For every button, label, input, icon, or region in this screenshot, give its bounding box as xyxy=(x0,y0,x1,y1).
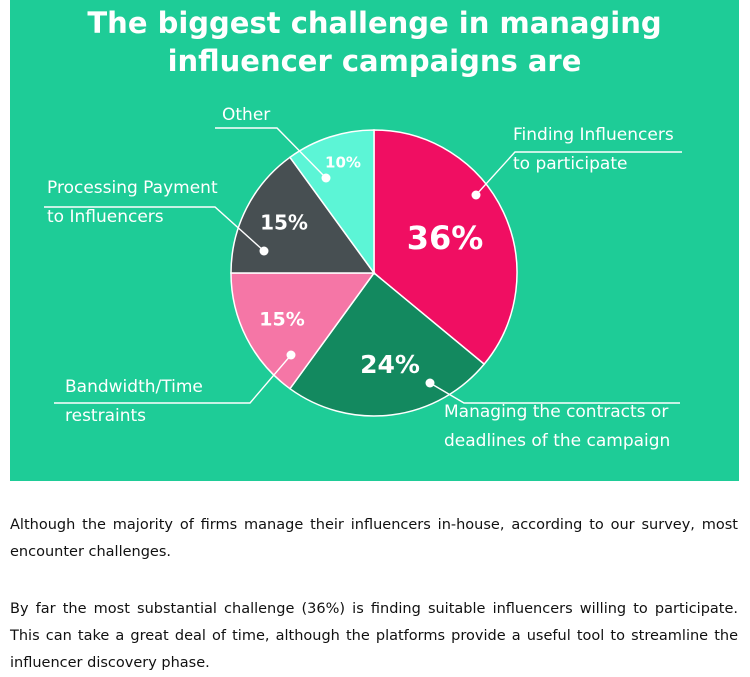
pie-category-label-3-line-0: Processing Payment xyxy=(47,178,218,198)
pie-leader-dot-1 xyxy=(425,378,435,388)
article-paragraph-2-text: By far the most substantial challenge (3… xyxy=(10,601,738,671)
pie-category-label-0: Finding Influencers to participate xyxy=(513,125,674,174)
pie-slice-2 xyxy=(230,272,376,390)
chart-title-line-2: influencer campaigns are xyxy=(167,44,582,78)
pie-chart: 36% Finding Influencers to participate 24% M… xyxy=(44,105,682,451)
article-paragraph-2: By far the most substantial challenge (3… xyxy=(10,596,738,677)
chart-title-line-1: The biggest challenge in managing xyxy=(87,6,662,40)
pie-category-label-3: Processing Payment to Influencers xyxy=(47,178,218,227)
pie-value-label-3: 15% xyxy=(260,211,308,235)
pie-category-label-1-line-0: Managing the contracts or xyxy=(444,402,668,422)
pie-slice-4 xyxy=(288,129,375,276)
pie-leader-line-3 xyxy=(44,206,265,252)
pie-leader-line-0 xyxy=(475,151,682,196)
pie-category-label-2: Bandwidth/Time restraints xyxy=(65,377,203,426)
pie-category-label-1: Managing the contracts or deadlines of th… xyxy=(444,402,670,451)
pie-category-label-4: Other xyxy=(222,105,270,125)
pie-category-label-0-line-1: to participate xyxy=(513,154,627,174)
pie-value-label-1: 24% xyxy=(360,350,420,379)
chart-title: The biggest challenge in managing influe… xyxy=(10,4,739,80)
pie-category-label-4-line-0: Other xyxy=(222,105,270,125)
pie-leader-line-1 xyxy=(429,382,680,404)
pie-category-label-3-line-1: to Influencers xyxy=(47,207,164,227)
pie-category-label-2-line-1: restraints xyxy=(65,406,146,426)
pie-slice-3 xyxy=(230,156,376,274)
pie-category-label-0-line-0: Finding Influencers xyxy=(513,125,674,145)
pie-leader-dot-0 xyxy=(471,190,481,200)
pie-value-label-2: 15% xyxy=(259,309,304,331)
pie-category-label-2-line-0: Bandwidth/Time xyxy=(65,377,203,397)
pie-leader-line-2 xyxy=(54,354,292,404)
article-paragraph-1-text: Although the majority of firms manage th… xyxy=(10,517,738,560)
infographic-panel: The biggest challenge in managing influe… xyxy=(10,0,739,481)
pie-leader-dot-4 xyxy=(321,173,331,183)
pie-value-label-0: 36% xyxy=(407,219,484,257)
article-paragraph-1: Although the majority of firms manage th… xyxy=(10,512,738,566)
pie-leader-line-4 xyxy=(215,127,327,179)
pie-value-label-4: 10% xyxy=(325,154,361,172)
pie-category-label-1-line-1: deadlines of the campaign xyxy=(444,431,670,451)
pie-leader-dot-3 xyxy=(259,246,269,256)
pie-slice-1 xyxy=(288,271,486,417)
pie-leader-dot-2 xyxy=(286,350,296,360)
